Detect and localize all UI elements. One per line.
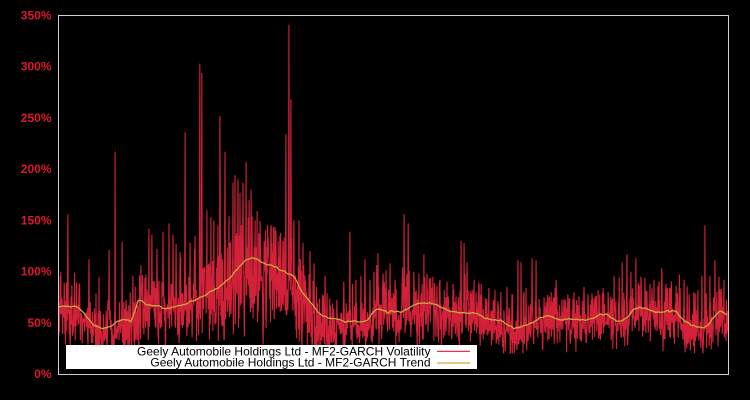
svg-text:350%: 350% (21, 9, 52, 23)
svg-text:200%: 200% (21, 162, 52, 176)
svg-text:250%: 250% (21, 111, 52, 125)
svg-text:0%: 0% (34, 367, 52, 381)
svg-text:150%: 150% (21, 213, 52, 227)
svg-text:50%: 50% (27, 316, 51, 330)
svg-text:Geely Automobile Holdings Ltd: Geely Automobile Holdings Ltd - MF2-GARC… (137, 345, 430, 359)
svg-text:Geely Automobile Holdings Ltd: Geely Automobile Holdings Ltd - MF2-GARC… (150, 356, 430, 370)
svg-text:100%: 100% (21, 265, 52, 279)
svg-text:300%: 300% (21, 60, 52, 74)
